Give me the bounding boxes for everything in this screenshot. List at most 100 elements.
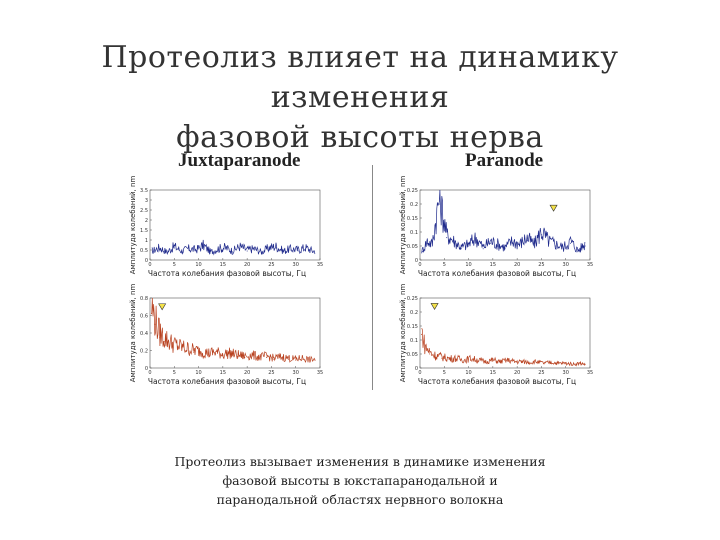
y-tick-label: 0.25 [407,296,418,302]
slide-title-line2: фазовой высоты нерва [176,120,544,155]
y-tick-label: 0.8 [140,296,148,302]
data-point [453,242,455,244]
x-axis-label: Частота колебания фазовой высоты, Гц [418,377,576,386]
col-title-juxtaparanode: Juxtaparanode [178,150,301,171]
x-tick-label: 0 [148,370,151,376]
x-tick-label: 20 [244,370,250,376]
data-point [441,357,443,359]
data-point [185,350,187,351]
data-point [548,242,550,244]
x-tick-label: 30 [563,262,569,268]
plot-area [149,297,321,369]
x-tick-label: 0 [148,262,151,268]
data-point [200,352,202,354]
chart-svg: 0 0.05 0.1 0.15 0.2 0.25 0 5 10 15 20 25 30 35 Амплиту… [399,284,593,386]
x-tick-label: 35 [587,370,593,376]
data-point [426,242,428,244]
data-point [166,252,168,254]
y-tick-label: 3 [145,198,148,204]
data-point [159,248,161,250]
y-tick-label: 3.5 [140,188,148,194]
data-point [504,248,506,250]
data-point [251,356,253,358]
data-point [562,248,564,250]
data-point [314,359,316,361]
data-point [463,360,465,362]
data-point [266,357,268,358]
data-point [526,239,528,241]
x-tick-label: 20 [514,262,520,268]
y-tick-label: 1 [145,238,148,244]
data-point [499,361,501,363]
y-tick-label: 0.05 [407,352,418,358]
x-tick-label: 0 [418,370,421,376]
y-tick-label: 0.2 [140,348,148,354]
data-point [287,358,289,360]
data-point [424,347,426,349]
data-point [273,358,275,360]
data-point [171,345,173,347]
y-tick-label: 0 [145,366,148,372]
chart-paranode-top: 0 0.05 0.1 0.15 0.2 0.25 0 5 10 15 20 25 30 35 Амплиту… [398,176,608,282]
slide-title-line1: Протеолиз влияет на динамику изменения [101,40,619,115]
x-tick-label: 35 [317,262,323,268]
data-point [210,252,212,254]
y-axis-label: Амплитуда колебаний, nm [129,284,137,383]
data-point [570,242,572,244]
y-tick-label: 0.25 [407,188,418,194]
x-tick-label: 5 [173,370,176,376]
x-tick-label: 15 [490,262,496,268]
y-tick-label: 0.6 [140,313,148,319]
x-tick-label: 10 [195,262,201,268]
data-point [280,357,282,359]
y-tick-label: 0.1 [410,230,418,236]
data-point [224,248,226,250]
data-point [477,360,479,362]
y-tick-label: 2 [145,218,148,224]
plot-area [419,297,591,369]
data-point [151,251,153,253]
x-tick-label: 5 [443,262,446,268]
data-point [540,234,542,236]
y-tick-label: 0.05 [407,244,418,250]
data-point [261,252,263,254]
data-point [304,248,306,250]
x-tick-label: 25 [538,262,544,268]
data-point [577,251,579,253]
data-point [232,251,234,253]
data-point [475,239,477,241]
data-point [312,251,314,253]
x-tick-label: 20 [244,262,250,268]
data-point [572,364,574,366]
y-tick-label: 0.2 [410,202,418,208]
caption-line1: Протеолиз вызывает изменения в динамике … [174,454,546,469]
y-tick-label: 0.2 [410,310,418,316]
data-point [555,245,557,247]
x-tick-label: 10 [195,370,201,376]
data-point [543,363,545,365]
data-point [239,247,241,249]
data-point [181,251,183,253]
data-point [470,359,472,361]
chart-svg: 0 0.2 0.4 0.6 0.8 0 5 10 15 20 25 30 35 Амплитуда кол… [129,284,323,386]
x-tick-label: 5 [443,370,446,376]
y-tick-label: 0.15 [407,324,418,330]
data-point [217,249,219,251]
x-tick-label: 35 [317,370,323,376]
y-tick-label: 0.1 [410,338,418,344]
data-point [550,362,552,364]
x-tick-label: 10 [465,370,471,376]
data-point [460,248,462,250]
data-point [431,245,433,247]
data-point [429,353,431,355]
data-point [246,250,248,252]
series-line [151,239,316,256]
data-point [258,357,260,359]
marker-triangle-icon [549,204,558,212]
data-point [497,245,499,247]
caption-line2: фазовой высоты в юкстапаранодальной и [222,473,498,488]
y-axis-label: Амплитуда колебаний, nm [399,176,407,275]
data-point [492,360,494,362]
data-point [229,354,231,356]
series-line [421,328,586,367]
